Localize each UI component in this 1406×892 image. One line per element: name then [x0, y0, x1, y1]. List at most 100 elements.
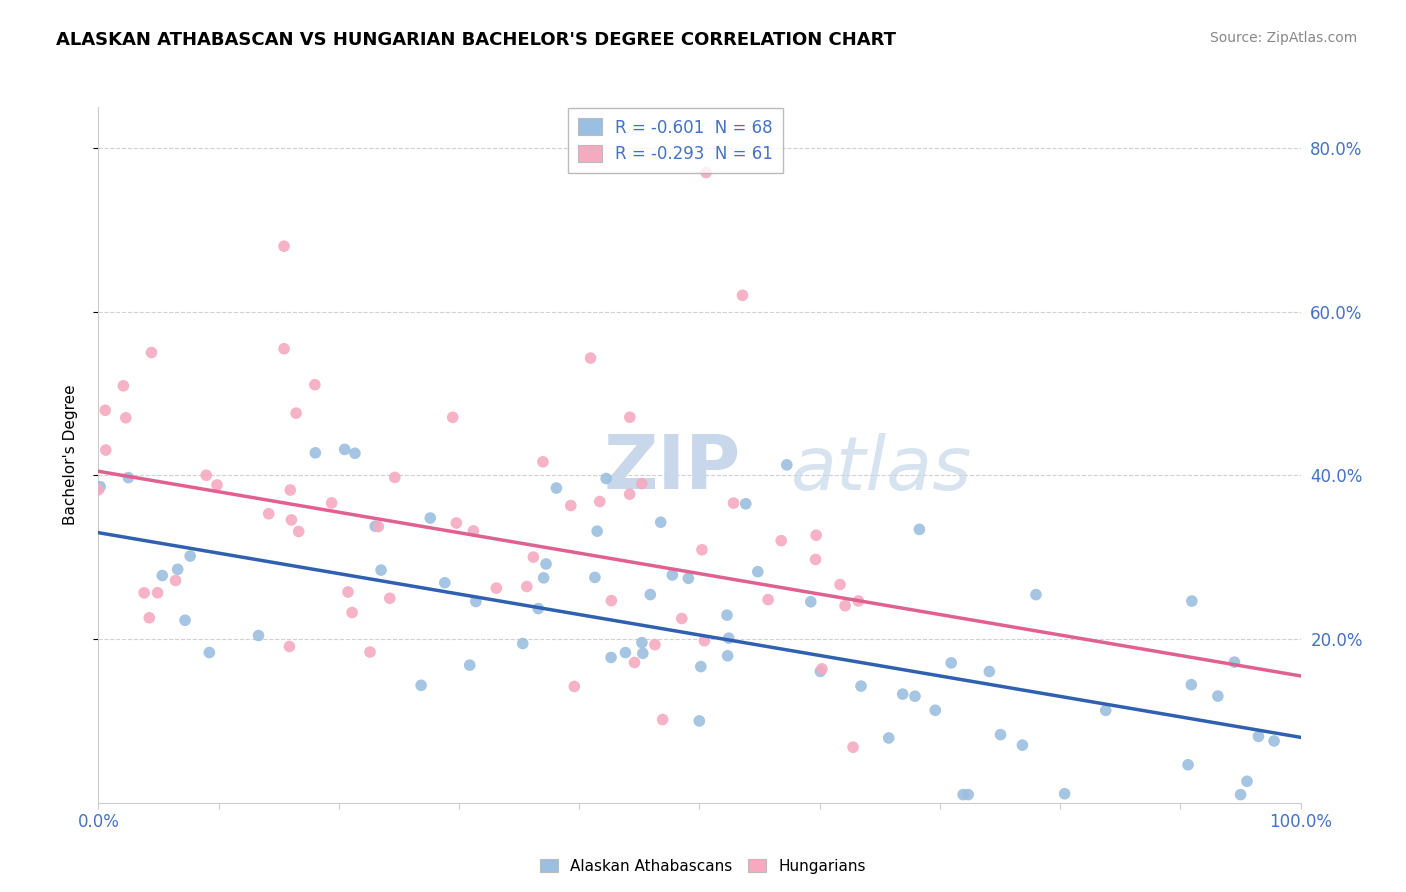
Point [441, 410, 464, 425]
Point [957, 788, 980, 802]
Point [693, 633, 716, 648]
Point [433, 575, 456, 590]
Point [1181, 594, 1204, 608]
Point [644, 638, 666, 652]
Point [273, 239, 295, 253]
Point [165, 574, 187, 588]
Point [849, 679, 872, 693]
Text: Source: ZipAtlas.com: Source: ZipAtlas.com [1209, 31, 1357, 45]
Point [1247, 730, 1270, 744]
Point [166, 562, 188, 576]
Point [848, 594, 870, 608]
Point [661, 568, 683, 582]
Point [834, 599, 856, 613]
Point [1236, 774, 1258, 789]
Point [146, 586, 169, 600]
Point [179, 549, 201, 563]
Point [273, 342, 295, 356]
Point [877, 731, 900, 745]
Point [411, 678, 433, 692]
Point [651, 713, 673, 727]
Point [689, 659, 711, 673]
Point [631, 646, 654, 660]
Point [278, 483, 301, 497]
Point [367, 519, 389, 533]
Point [630, 476, 652, 491]
Point [174, 613, 197, 627]
Point [583, 570, 606, 584]
Point [650, 515, 672, 529]
Point [512, 636, 534, 650]
Point [640, 588, 662, 602]
Point [359, 645, 381, 659]
Point [1053, 787, 1076, 801]
Point [112, 379, 135, 393]
Point [804, 528, 827, 542]
Point [589, 494, 612, 508]
Point [804, 552, 827, 566]
Point [619, 410, 641, 425]
Point [257, 507, 280, 521]
Point [690, 542, 713, 557]
Point [808, 665, 831, 679]
Point [678, 571, 700, 585]
Point [811, 662, 834, 676]
Point [531, 455, 554, 469]
Point [370, 563, 392, 577]
Legend: Alaskan Athabascans, Hungarians: Alaskan Athabascans, Hungarians [534, 853, 872, 880]
Point [595, 471, 617, 485]
Point [150, 568, 173, 582]
Point [195, 468, 218, 483]
Point [716, 608, 738, 623]
Y-axis label: Bachelor's Degree: Bachelor's Degree [63, 384, 77, 525]
Point [1094, 703, 1116, 717]
Point [247, 628, 270, 642]
Point [94, 403, 117, 417]
Point [671, 611, 693, 625]
Point [1206, 689, 1229, 703]
Point [138, 611, 160, 625]
Point [1177, 757, 1199, 772]
Legend: R = -0.601  N = 68, R = -0.293  N = 61: R = -0.601 N = 68, R = -0.293 N = 61 [568, 109, 783, 173]
Point [333, 442, 356, 457]
Point [579, 351, 602, 365]
Point [586, 524, 609, 538]
Point [546, 481, 568, 495]
Point [527, 601, 550, 615]
Point [533, 571, 555, 585]
Point [776, 458, 799, 472]
Point [631, 635, 654, 649]
Point [287, 524, 309, 539]
Point [94, 443, 117, 458]
Point [623, 656, 645, 670]
Point [340, 606, 363, 620]
Point [614, 646, 637, 660]
Point [1025, 588, 1047, 602]
Point [747, 565, 769, 579]
Point [278, 640, 301, 654]
Point [205, 478, 228, 492]
Point [560, 499, 582, 513]
Point [1229, 788, 1251, 802]
Point [485, 581, 508, 595]
Point [141, 345, 163, 359]
Point [304, 377, 326, 392]
Point [87, 483, 110, 497]
Point [463, 524, 485, 538]
Text: ZIP: ZIP [603, 433, 741, 506]
Point [343, 446, 366, 460]
Point [304, 446, 326, 460]
Point [117, 470, 139, 484]
Point [1180, 678, 1202, 692]
Point [1223, 655, 1246, 669]
Point [321, 496, 343, 510]
Point [384, 470, 406, 484]
Point [114, 410, 136, 425]
Point [464, 594, 486, 608]
Point [134, 586, 156, 600]
Text: atlas: atlas [790, 433, 972, 505]
Point [534, 557, 557, 571]
Point [800, 595, 823, 609]
Point [364, 519, 387, 533]
Point [688, 714, 710, 728]
